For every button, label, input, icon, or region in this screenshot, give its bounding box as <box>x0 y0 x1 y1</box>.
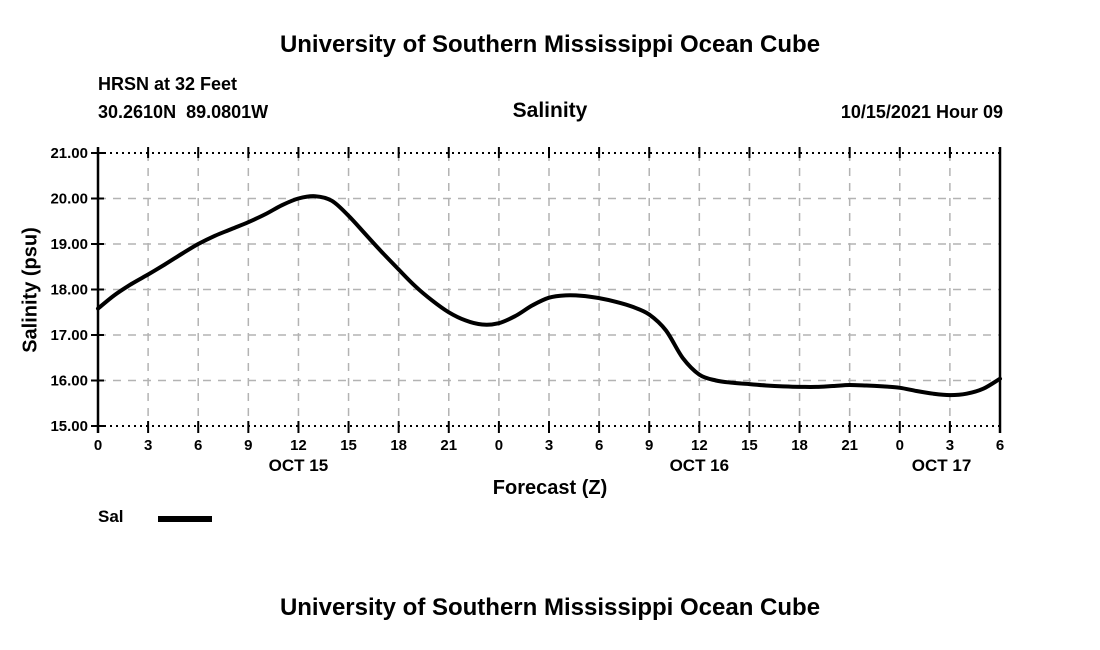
x-tick-label: 3 <box>946 437 954 454</box>
forecast-run-label: 10/15/2021 Hour 09 <box>840 102 1003 122</box>
date-label: OCT 16 <box>670 456 730 475</box>
x-tick-label: 21 <box>841 437 858 454</box>
x-tick-label: 9 <box>645 437 653 454</box>
x-tick-label: 21 <box>440 437 457 454</box>
x-tick-label: 15 <box>741 437 758 454</box>
page-title-bottom: University of Southern Mississippi Ocean… <box>279 594 821 621</box>
y-tick-label: 21.00 <box>50 145 88 162</box>
date-label: OCT 15 <box>269 456 329 475</box>
x-tick-label: 0 <box>495 437 503 454</box>
x-tick-label: 15 <box>340 437 357 454</box>
coordinates-label: 30.2610N 89.0801W <box>98 102 269 122</box>
x-tick-label: 3 <box>144 437 152 454</box>
y-axis-title: Salinity (psu) <box>19 227 42 353</box>
y-tick-label: 17.00 <box>50 327 88 344</box>
x-tick-label: 18 <box>791 437 808 454</box>
y-tick-label: 15.00 <box>50 418 88 435</box>
x-tick-label: 18 <box>390 437 407 454</box>
x-tick-label: 6 <box>194 437 202 454</box>
x-tick-label: 6 <box>996 437 1004 454</box>
salinity-curve <box>96 194 1002 398</box>
x-tick-label: 0 <box>94 437 102 454</box>
chart-title: Salinity <box>512 99 588 122</box>
legend-series-label: Sal <box>98 507 124 526</box>
y-tick-label: 16.00 <box>50 373 88 390</box>
x-tick-label: 12 <box>691 437 708 454</box>
station-label: HRSN at 32 Feet <box>98 74 238 94</box>
date-label: OCT 17 <box>912 456 972 475</box>
page-title-top: University of Southern Mississippi Ocean… <box>279 31 821 58</box>
x-axis-title: Forecast (Z) <box>492 477 608 499</box>
x-tick-label: 0 <box>896 437 904 454</box>
x-tick-label: 6 <box>595 437 603 454</box>
y-tick-label: 19.00 <box>50 236 88 253</box>
legend-line-swatch <box>158 516 212 522</box>
y-tick-label: 20.00 <box>50 191 88 208</box>
x-tick-label: 3 <box>545 437 553 454</box>
y-tick-label: 18.00 <box>50 282 88 299</box>
x-tick-label: 9 <box>244 437 252 454</box>
x-tick-label: 12 <box>290 437 307 454</box>
